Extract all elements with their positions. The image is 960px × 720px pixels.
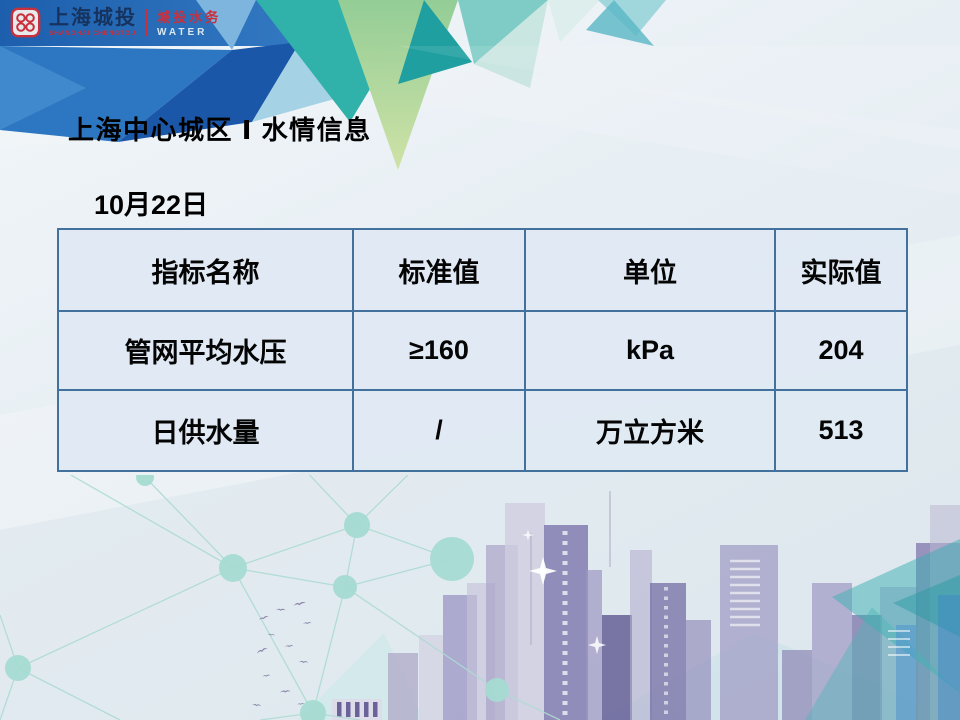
city-buildings [332, 491, 960, 720]
brand-division-cn: 城投水务 [157, 10, 221, 25]
brand-name-cn: 上海城投 [49, 6, 137, 29]
header-standard-value: 标准值 [352, 230, 524, 310]
header-actual-value: 实际值 [774, 230, 906, 310]
cityscape-decoration [0, 475, 960, 720]
cell-standard-value: ≥160 [352, 310, 524, 389]
cell-indicator-name: 管网平均水压 [59, 310, 352, 389]
network-graph [0, 475, 561, 720]
chengtou-logo-icon [10, 7, 41, 38]
cell-actual-value: 204 [774, 310, 906, 389]
cell-actual-value: 513 [774, 389, 906, 470]
brand-divider [145, 8, 148, 36]
brand-division-en: WATER [157, 27, 208, 38]
brand-name: 上海城投 SHANGHAI CHENGTOU [49, 8, 137, 37]
cell-standard-value: / [352, 389, 524, 470]
page-title: 上海中心城区 Ⅰ 水情信息 [68, 115, 372, 145]
header-indicator-name: 指标名称 [151, 257, 260, 288]
brand-name-en: SHANGHAI CHENGTOU [49, 29, 137, 37]
header-unit: 单位 [524, 230, 774, 310]
cell-unit: kPa [524, 310, 774, 389]
cell-unit: 万立方米 [524, 389, 774, 470]
bird-icon [251, 601, 312, 707]
sparkle-icon [522, 529, 607, 655]
brand-division: 城投水务 WATER [157, 6, 221, 38]
brand-bar: 上海城投 SHANGHAI CHENGTOU 城投水务 WATER [0, 0, 221, 44]
light-wedges [298, 633, 960, 720]
water-info-table: 指标名称 标准值 单位 实际值 管网平均水压 ≥160 kPa 204 日供水量… [57, 228, 908, 472]
date-label: 10月22日 [94, 190, 209, 220]
cell-indicator-name: 日供水量 [59, 389, 352, 470]
